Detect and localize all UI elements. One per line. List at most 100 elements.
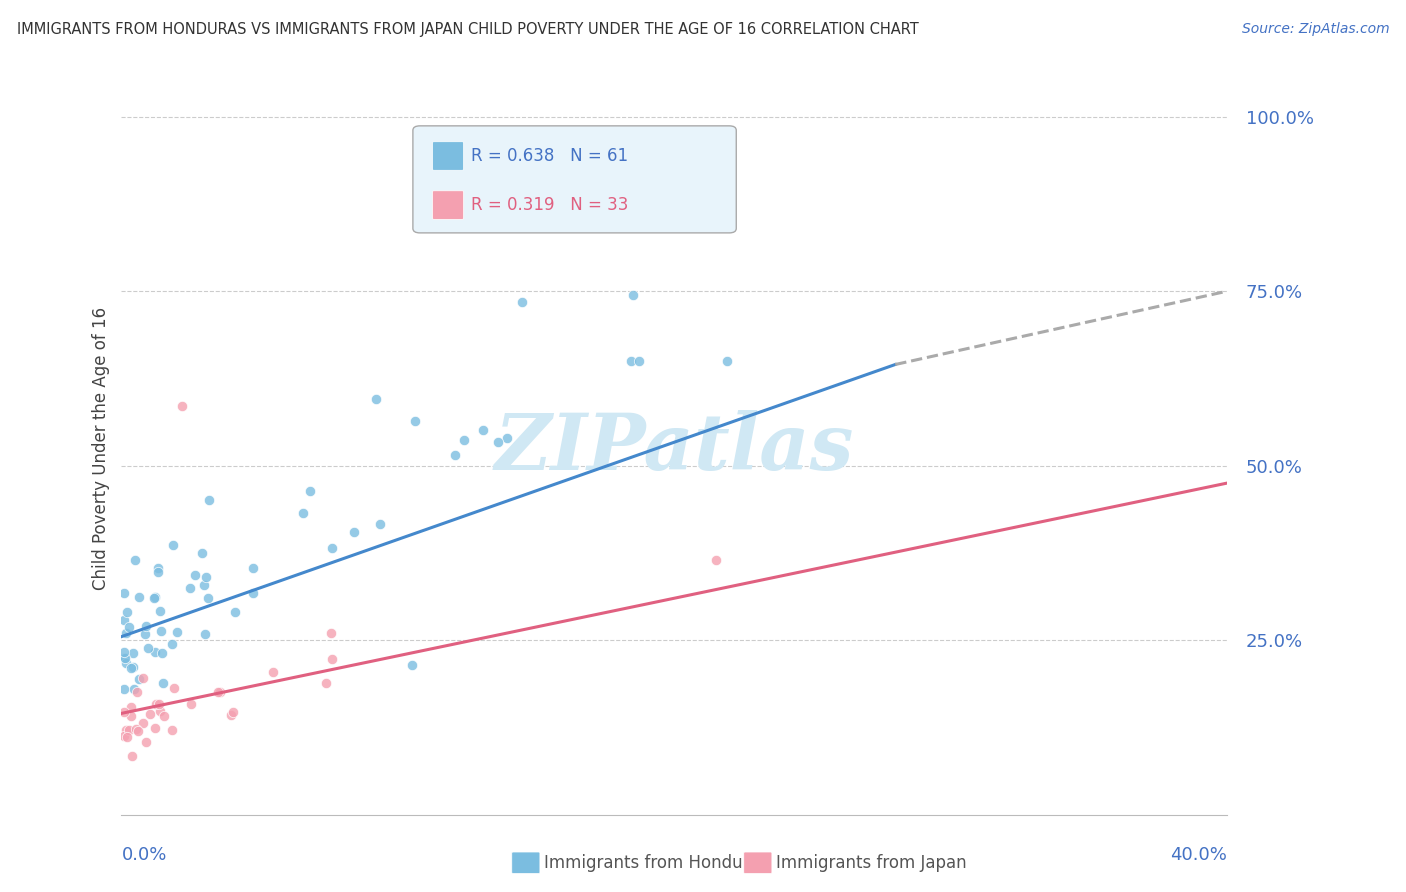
Point <box>209 685 232 699</box>
Point <box>134 627 156 641</box>
Point <box>115 625 138 640</box>
Text: 0.0%: 0.0% <box>121 846 167 863</box>
Point <box>621 287 644 301</box>
Point <box>114 651 136 665</box>
Point <box>122 660 145 674</box>
Point <box>291 506 314 520</box>
Point <box>219 708 242 723</box>
Point <box>315 675 337 690</box>
Point <box>183 567 205 582</box>
Point <box>262 665 284 679</box>
Point <box>112 645 135 659</box>
Y-axis label: Child Poverty Under the Age of 16: Child Poverty Under the Age of 16 <box>93 307 110 590</box>
Point <box>471 423 494 437</box>
Point <box>163 681 186 695</box>
Point <box>343 524 366 539</box>
Point <box>224 605 246 619</box>
Point <box>128 590 150 604</box>
Point <box>135 619 157 633</box>
Point <box>704 553 727 567</box>
Point <box>143 590 166 604</box>
Point <box>298 484 321 499</box>
Point <box>143 645 166 659</box>
Point <box>242 586 264 600</box>
Point <box>179 581 201 595</box>
Text: Source: ZipAtlas.com: Source: ZipAtlas.com <box>1241 22 1389 37</box>
Point <box>112 729 135 743</box>
Point <box>627 354 650 368</box>
Point <box>172 400 194 414</box>
Point <box>120 700 142 714</box>
Point <box>127 723 149 738</box>
Point <box>142 591 165 605</box>
Point <box>122 681 145 696</box>
Point <box>124 723 146 737</box>
Point <box>194 627 217 641</box>
Point <box>486 434 509 449</box>
Point <box>190 546 212 560</box>
Point <box>319 626 342 640</box>
Point <box>194 570 217 584</box>
Point <box>115 656 138 670</box>
Point <box>401 657 423 672</box>
Point <box>121 749 143 764</box>
Point <box>136 640 159 655</box>
Point <box>162 637 184 651</box>
Text: Immigrants from Japan: Immigrants from Japan <box>776 854 967 871</box>
Point <box>149 604 172 618</box>
Point <box>135 735 157 749</box>
Point <box>453 434 475 448</box>
Point <box>115 730 138 744</box>
Point <box>148 697 170 711</box>
Point <box>162 538 184 552</box>
Point <box>120 709 142 723</box>
Point <box>114 723 136 737</box>
Text: ZIPatlas: ZIPatlas <box>495 410 853 486</box>
Text: IMMIGRANTS FROM HONDURAS VS IMMIGRANTS FROM JAPAN CHILD POVERTY UNDER THE AGE OF: IMMIGRANTS FROM HONDURAS VS IMMIGRANTS F… <box>17 22 918 37</box>
Point <box>716 354 738 368</box>
Point <box>143 721 166 735</box>
Point <box>510 294 533 309</box>
Point <box>112 651 135 665</box>
Point <box>193 578 215 592</box>
Point <box>118 620 141 634</box>
Point <box>112 613 135 627</box>
Point <box>132 671 155 685</box>
Point <box>364 392 387 407</box>
Point <box>620 354 643 368</box>
Point <box>160 723 183 738</box>
Point <box>132 715 155 730</box>
Point <box>115 605 138 619</box>
Point <box>125 685 148 699</box>
Point <box>207 685 229 699</box>
Point <box>321 652 343 666</box>
Text: R = 0.638   N = 61: R = 0.638 N = 61 <box>471 147 627 165</box>
Point <box>112 585 135 599</box>
Point <box>118 723 141 738</box>
Point <box>150 624 173 638</box>
Point <box>404 413 426 427</box>
Point <box>145 697 167 711</box>
Text: R = 0.319   N = 33: R = 0.319 N = 33 <box>471 196 628 214</box>
Point <box>496 431 519 445</box>
Point <box>139 707 162 722</box>
Point <box>197 591 219 605</box>
Point <box>149 704 172 718</box>
Point <box>122 646 145 660</box>
Point <box>148 560 170 574</box>
Point <box>242 561 264 575</box>
Point <box>112 706 135 720</box>
Point <box>166 624 188 639</box>
Point <box>180 697 202 711</box>
Text: 40.0%: 40.0% <box>1170 846 1227 863</box>
Point <box>120 661 142 675</box>
Point <box>148 565 170 579</box>
Point <box>150 646 173 660</box>
Point <box>321 541 343 556</box>
Point <box>112 681 135 696</box>
Point <box>222 705 245 719</box>
Point <box>152 676 174 690</box>
Point <box>198 493 221 508</box>
Point <box>153 708 176 723</box>
Point <box>368 516 391 531</box>
